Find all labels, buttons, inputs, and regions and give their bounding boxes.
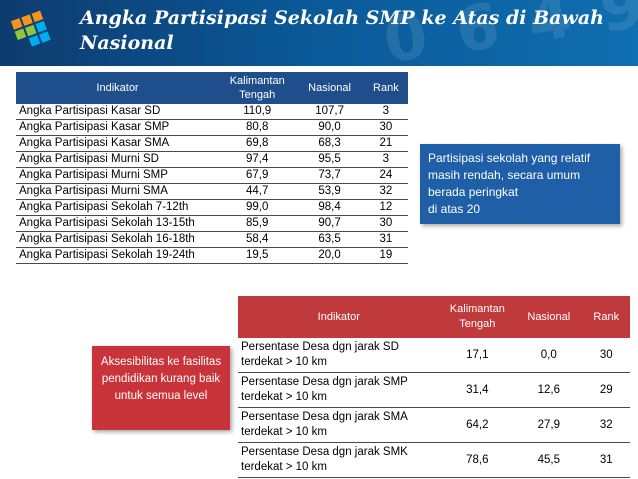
cell-nasional: 68,3 [295, 135, 364, 152]
cell-rank: 30 [582, 338, 630, 373]
cell-indikator: Angka Partisipasi Sekolah 19-24th [16, 247, 220, 264]
cell-rank: 19 [363, 247, 408, 264]
col-header-nasional: Nasional [515, 296, 583, 338]
cell-indikator: Persentase Desa dgn jarak SD terdekat > … [238, 338, 440, 373]
note-line: berada peringkat [428, 185, 519, 199]
cell-indikator: Angka Partisipasi Murni SMP [16, 167, 220, 184]
cell-kalteng: 110,9 [219, 104, 296, 120]
col-header-nasional: Nasional [295, 72, 364, 104]
note-line: Aksesibilitas ke fasilitas [100, 356, 222, 368]
note-line: masih rendah, secara umum [428, 168, 581, 182]
cell-nasional: 107,7 [295, 104, 364, 120]
table-row: Angka Partisipasi Sekolah 19-24th 19,5 20,… [16, 247, 408, 264]
cell-nasional: 53,9 [295, 183, 364, 200]
cell-rank: 31 [582, 442, 630, 478]
table-row: Persentase Desa dgn jarak SMP terdekat >… [238, 372, 630, 408]
cell-indikator: Persentase Desa dgn jarak SMA terdekat >… [238, 407, 440, 443]
distance-table-header: Indikator Kalimantan Tengah Nasional Ran… [238, 296, 630, 338]
col-header-kalteng: Kalimantan Tengah [439, 296, 516, 338]
cell-rank: 3 [363, 104, 408, 120]
bps-logo-icon [10, 10, 51, 47]
table-row: Persentase Desa dgn jarak SMK terdekat >… [238, 442, 630, 478]
cell-indikator: Angka Partisipasi Murni SD [16, 151, 220, 168]
cell-rank: 32 [582, 407, 630, 443]
cell-nasional: 90,7 [295, 215, 364, 232]
note-line: di atas 20 [428, 202, 481, 216]
note-line: Partisipasi sekolah yang relatif [428, 151, 591, 165]
cell-kalteng: 44,7 [219, 183, 296, 200]
col-header-rank: Rank [582, 296, 630, 338]
table-row: Angka Partisipasi Kasar SMA 69,8 68,3 21 [16, 135, 408, 152]
cell-rank: 29 [582, 372, 630, 408]
cell-kalteng: 97,4 [219, 151, 296, 168]
cell-nasional: 45,5 [515, 442, 583, 478]
col-header-rank: Rank [363, 72, 408, 104]
table-row: Angka Partisipasi Sekolah 16-18th 58,4 63,… [16, 231, 408, 248]
cell-rank: 30 [363, 119, 408, 136]
cell-nasional: 27,9 [515, 407, 583, 443]
cell-kalteng: 67,9 [219, 167, 296, 184]
cell-kalteng: 80,8 [219, 119, 296, 136]
distance-table: Indikator Kalimantan Tengah Nasional Ran… [238, 296, 630, 478]
table-row: Angka Partisipasi Kasar SD 110,9 107,7 3 [16, 104, 408, 120]
cell-nasional: 73,7 [295, 167, 364, 184]
table-row: Persentase Desa dgn jarak SMA terdekat >… [238, 407, 630, 443]
cell-rank: 12 [363, 199, 408, 216]
participation-table: Indikator Kalimantan Tengah Nasional Ran… [16, 72, 408, 264]
title-line-1: Angka Partisipasi Sekolah SMP ke Atas di… [80, 7, 604, 29]
title-line-2: Nasional [80, 32, 174, 54]
cell-indikator: Angka Partisipasi Kasar SD [16, 104, 220, 120]
cell-nasional: 90,0 [295, 119, 364, 136]
cell-indikator: Angka Partisipasi Sekolah 13-15th [16, 215, 220, 232]
cell-kalteng: 31,4 [439, 372, 516, 408]
cell-nasional: 63,5 [295, 231, 364, 248]
cell-kalteng: 58,4 [219, 231, 296, 248]
col-header-kalteng: Kalimantan Tengah [219, 72, 296, 104]
col-header-indikator: Indikator [238, 296, 440, 338]
cell-rank: 3 [363, 151, 408, 168]
cell-nasional: 20,0 [295, 247, 364, 264]
cell-kalteng: 64,2 [439, 407, 516, 443]
cell-kalteng: 17,1 [439, 338, 516, 373]
cell-nasional: 0,0 [515, 338, 583, 373]
cell-indikator: Angka Partisipasi Kasar SMP [16, 119, 220, 136]
cell-indikator: Angka Partisipasi Sekolah 16-18th [16, 231, 220, 248]
cell-indikator: Persentase Desa dgn jarak SMP terdekat >… [238, 372, 440, 408]
cell-nasional: 95,5 [295, 151, 364, 168]
table-row: Angka Partisipasi Murni SMP 67,9 73,7 24 [16, 167, 408, 184]
participation-note: Partisipasi sekolah yang relatif masih r… [420, 144, 620, 224]
cell-rank: 24 [363, 167, 408, 184]
page-title: Angka Partisipasi Sekolah SMP ke Atas di… [80, 6, 620, 56]
participation-table-header: Indikator Kalimantan Tengah Nasional Ran… [16, 72, 408, 104]
cell-kalteng: 69,8 [219, 135, 296, 152]
cell-indikator: Angka Partisipasi Kasar SMA [16, 135, 220, 152]
table-row: Angka Partisipasi Kasar SMP 80,8 90,0 30 [16, 119, 408, 136]
cell-indikator: Persentase Desa dgn jarak SMK terdekat >… [238, 442, 440, 478]
slide-header: 0 6 4 9 Angka Partisipasi Sekolah SMP ke… [0, 0, 638, 66]
table-row: Angka Partisipasi Murni SD 97,4 95,5 3 [16, 151, 408, 168]
table-row: Persentase Desa dgn jarak SD terdekat > … [238, 338, 630, 373]
cell-nasional: 98,4 [295, 199, 364, 216]
table-row: Angka Partisipasi Sekolah 7-12th 99,0 98,4… [16, 199, 408, 216]
cell-kalteng: 99,0 [219, 199, 296, 216]
note-line: pendidikan kurang baik [101, 373, 221, 385]
cell-kalteng: 78,6 [439, 442, 516, 478]
cell-indikator: Angka Partisipasi Murni SMA [16, 183, 220, 200]
table-row: Angka Partisipasi Murni SMA 44,7 53,9 32 [16, 183, 408, 200]
col-header-indikator: Indikator [16, 72, 220, 104]
cell-rank: 31 [363, 231, 408, 248]
cell-indikator: Angka Partisipasi Sekolah 7-12th [16, 199, 220, 216]
note-line: untuk semua level [114, 390, 208, 402]
cell-kalteng: 19,5 [219, 247, 296, 264]
cell-kalteng: 85,9 [219, 215, 296, 232]
accessibility-note: Aksesibilitas ke fasilitas pendidikan ku… [92, 346, 230, 430]
cell-rank: 30 [363, 215, 408, 232]
cell-rank: 21 [363, 135, 408, 152]
cell-nasional: 12,6 [515, 372, 583, 408]
cell-rank: 32 [363, 183, 408, 200]
table-row: Angka Partisipasi Sekolah 13-15th 85,9 90,… [16, 215, 408, 232]
